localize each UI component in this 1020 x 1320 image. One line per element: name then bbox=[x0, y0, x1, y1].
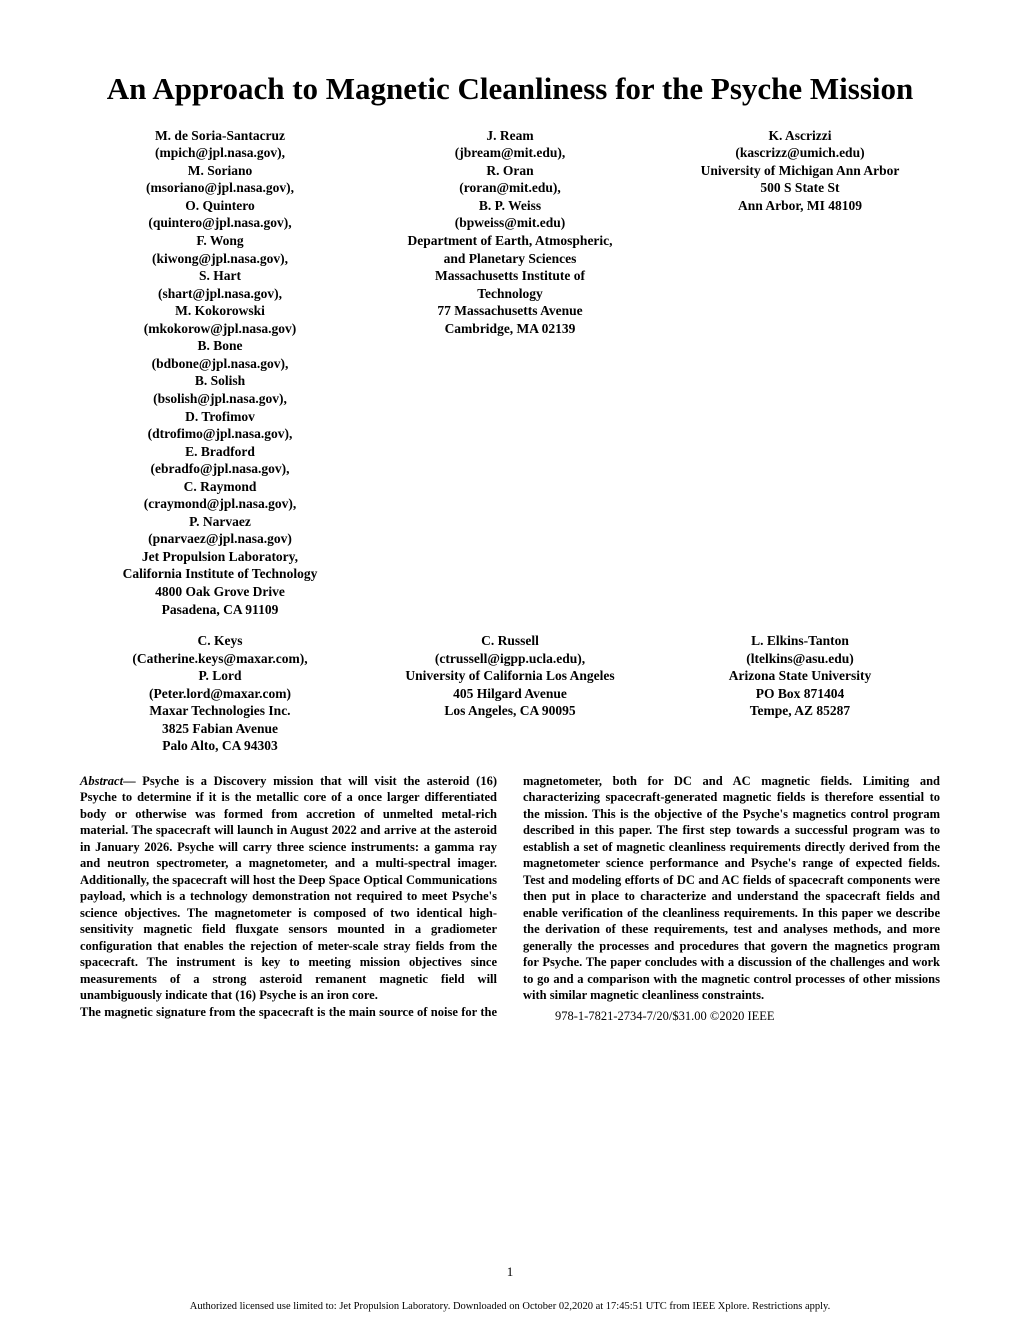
author-text: J. Ream (jbream@mit.edu), R. Oran (roran… bbox=[370, 127, 650, 338]
author-block-jpl: M. de Soria-Santacruz (mpich@jpl.nasa.go… bbox=[80, 127, 360, 618]
author-text: L. Elkins-Tanton (ltelkins@asu.edu) Ariz… bbox=[660, 632, 940, 720]
author-block-umich: K. Ascrizzi (kascrizz@umich.edu) Univers… bbox=[660, 127, 940, 618]
paper-title: An Approach to Magnetic Cleanliness for … bbox=[80, 70, 940, 109]
abstract-label: Abstract bbox=[80, 774, 123, 788]
copyright-line: 978-1-7821-2734-7/20/$31.00 ©2020 IEEE bbox=[555, 1008, 940, 1025]
author-block-mit: J. Ream (jbream@mit.edu), R. Oran (roran… bbox=[370, 127, 650, 618]
author-text: C. Russell (ctrussell@igpp.ucla.edu), Un… bbox=[370, 632, 650, 720]
author-block-asu: L. Elkins-Tanton (ltelkins@asu.edu) Ariz… bbox=[660, 632, 940, 755]
author-text: M. de Soria-Santacruz (mpich@jpl.nasa.go… bbox=[80, 127, 360, 618]
abstract-section: Abstract— Psyche is a Discovery mission … bbox=[80, 773, 940, 1025]
footer-license-note: Authorized licensed use limited to: Jet … bbox=[0, 1301, 1020, 1312]
authors-row-2: C. Keys (Catherine.keys@maxar.com), P. L… bbox=[80, 632, 940, 755]
author-text: C. Keys (Catherine.keys@maxar.com), P. L… bbox=[80, 632, 360, 755]
page-number: 1 bbox=[0, 1264, 1020, 1280]
author-block-ucla: C. Russell (ctrussell@igpp.ucla.edu), Un… bbox=[370, 632, 650, 755]
abstract-dash: — bbox=[123, 774, 136, 788]
abstract-paragraph-1: Psyche is a Discovery mission that will … bbox=[80, 774, 497, 1003]
authors-row-1: M. de Soria-Santacruz (mpich@jpl.nasa.go… bbox=[80, 127, 940, 618]
author-block-maxar: C. Keys (Catherine.keys@maxar.com), P. L… bbox=[80, 632, 360, 755]
author-text: K. Ascrizzi (kascrizz@umich.edu) Univers… bbox=[660, 127, 940, 215]
